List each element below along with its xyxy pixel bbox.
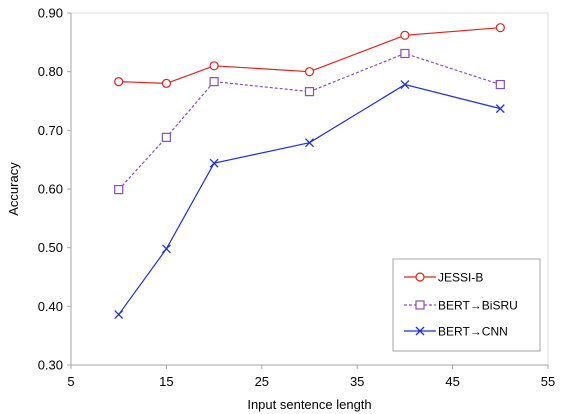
data-point [115,186,123,194]
y-tick-label: 0.70 [38,123,63,138]
y-tick-label: 0.40 [38,299,63,314]
x-tick-label: 25 [255,374,269,389]
y-tick-label: 0.60 [38,182,63,197]
x-tick-label: 35 [350,374,364,389]
x-tick-label: 55 [541,374,555,389]
y-tick-label: 0.90 [38,6,63,21]
y-tick-label: 0.30 [38,358,63,373]
x-tick-label: 15 [159,374,173,389]
x-tick-label: 5 [67,374,74,389]
y-tick-label: 0.50 [38,240,63,255]
data-point [401,81,409,89]
legend-label: BERT→CNN [438,325,508,339]
data-point [306,88,314,96]
series-jessi-b [115,24,505,88]
data-point [401,31,409,39]
data-point [115,311,123,319]
data-point [210,78,218,86]
data-point [401,49,409,57]
legend: JESSI-B BERT→BiSRU BERT→CNN [393,259,540,351]
data-point [162,245,170,253]
x-tick-label: 45 [445,374,459,389]
data-point [496,105,504,113]
data-point [210,62,218,70]
data-point [496,24,504,32]
data-point [162,79,170,87]
y-tick-label: 0.80 [38,64,63,79]
legend-label: JESSI-B [438,271,483,285]
data-point [115,78,123,86]
legend-marker [416,273,424,281]
x-axis-title: Input sentence length [247,397,371,412]
data-point [162,133,170,141]
data-point [306,68,314,76]
y-axis-title: Accuracy [6,162,21,216]
data-point [496,81,504,89]
legend-label: BERT→BiSRU [438,299,518,313]
legend-marker [416,301,424,309]
